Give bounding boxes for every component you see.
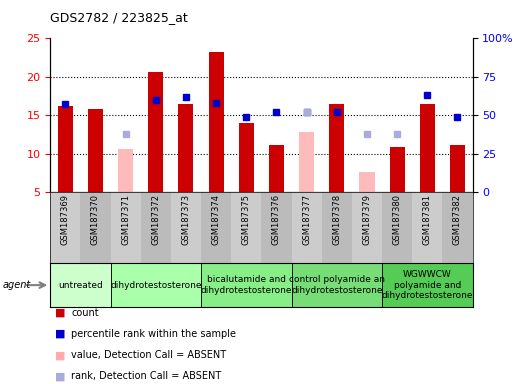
Text: ■: ■: [55, 371, 66, 381]
Bar: [269, 145, 284, 192]
Text: untreated: untreated: [58, 281, 103, 290]
Bar: [50, 192, 80, 263]
Bar: [382, 263, 473, 307]
Text: GSM187381: GSM187381: [423, 194, 432, 245]
Text: GSM187372: GSM187372: [151, 194, 161, 245]
Text: GSM187374: GSM187374: [212, 194, 221, 245]
Bar: [80, 192, 110, 263]
Text: GSM187373: GSM187373: [182, 194, 191, 245]
Bar: [201, 263, 291, 307]
Bar: [88, 109, 103, 192]
Bar: [352, 192, 382, 263]
Text: value, Detection Call = ABSENT: value, Detection Call = ABSENT: [71, 350, 227, 360]
Bar: [171, 192, 201, 263]
Bar: [50, 263, 110, 307]
Bar: [201, 192, 231, 263]
Bar: [209, 52, 224, 192]
Bar: [291, 263, 382, 307]
Text: GSM187378: GSM187378: [332, 194, 341, 245]
Bar: [291, 192, 322, 263]
Text: GSM187379: GSM187379: [362, 194, 372, 245]
Bar: [382, 192, 412, 263]
Text: WGWWCW
polyamide and
dihydrotestosterone: WGWWCW polyamide and dihydrotestosterone: [382, 270, 473, 300]
Bar: [450, 145, 465, 192]
Text: GSM187380: GSM187380: [393, 194, 402, 245]
Bar: [58, 106, 73, 192]
Bar: [420, 104, 435, 192]
Bar: [412, 192, 442, 263]
Bar: [118, 149, 133, 192]
Bar: [239, 123, 254, 192]
Bar: [360, 172, 374, 192]
Text: GSM187369: GSM187369: [61, 194, 70, 245]
Text: percentile rank within the sample: percentile rank within the sample: [71, 329, 237, 339]
Bar: [299, 132, 314, 192]
Bar: [329, 104, 344, 192]
Text: GSM187382: GSM187382: [453, 194, 462, 245]
Bar: [261, 192, 291, 263]
Text: ■: ■: [55, 308, 66, 318]
Bar: [231, 192, 261, 263]
Bar: [322, 192, 352, 263]
Text: ■: ■: [55, 350, 66, 360]
Text: GSM187371: GSM187371: [121, 194, 130, 245]
Bar: [140, 192, 171, 263]
Text: GDS2782 / 223825_at: GDS2782 / 223825_at: [50, 12, 188, 25]
Bar: [390, 147, 404, 192]
Bar: [148, 72, 163, 192]
Bar: [442, 192, 473, 263]
Text: dihydrotestosterone: dihydrotestosterone: [110, 281, 202, 290]
Text: agent: agent: [3, 280, 31, 290]
Bar: [110, 263, 201, 307]
Text: GSM187377: GSM187377: [302, 194, 311, 245]
Text: GSM187375: GSM187375: [242, 194, 251, 245]
Text: bicalutamide and
dihydrotestosterone: bicalutamide and dihydrotestosterone: [201, 275, 292, 295]
Text: count: count: [71, 308, 99, 318]
Bar: [110, 192, 140, 263]
Text: rank, Detection Call = ABSENT: rank, Detection Call = ABSENT: [71, 371, 222, 381]
Bar: [178, 104, 193, 192]
Text: control polyamide an
dihydrotestosterone: control polyamide an dihydrotestosterone: [289, 275, 385, 295]
Text: ■: ■: [55, 329, 66, 339]
Text: GSM187370: GSM187370: [91, 194, 100, 245]
Text: GSM187376: GSM187376: [272, 194, 281, 245]
